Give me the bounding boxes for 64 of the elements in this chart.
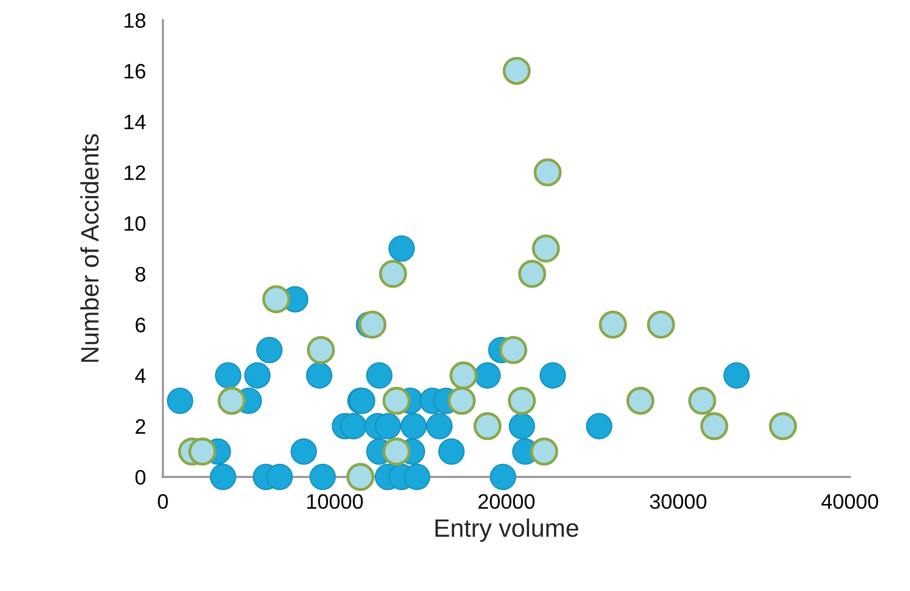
point xyxy=(540,362,566,389)
y-tick-label: 4 xyxy=(135,368,146,383)
y-tick-label: 8 xyxy=(136,266,146,282)
point xyxy=(532,234,560,263)
x-tick-label: 0 xyxy=(158,494,168,509)
point xyxy=(474,412,502,440)
x-tick-label: 30000 xyxy=(650,494,706,509)
point xyxy=(346,462,374,491)
y-tick-label: 12 xyxy=(124,165,146,180)
y-tick-label: 2 xyxy=(136,419,146,434)
point xyxy=(374,413,402,440)
point xyxy=(490,464,516,490)
point xyxy=(502,56,531,85)
point xyxy=(366,362,392,389)
point xyxy=(214,362,242,389)
point xyxy=(262,285,290,314)
point xyxy=(768,412,797,440)
point xyxy=(598,310,627,339)
point xyxy=(499,336,528,364)
point xyxy=(700,412,728,440)
y-tick-label: 14 xyxy=(124,114,146,130)
point xyxy=(290,438,317,465)
point xyxy=(166,388,194,414)
point xyxy=(266,464,293,490)
y-tick-label: 18 xyxy=(124,13,146,28)
point xyxy=(382,386,410,415)
point xyxy=(586,413,612,440)
point xyxy=(626,386,654,415)
point xyxy=(340,413,367,440)
point xyxy=(508,413,536,440)
point xyxy=(404,464,430,490)
point xyxy=(306,336,335,364)
point xyxy=(382,438,410,466)
point xyxy=(508,386,536,415)
point xyxy=(448,386,476,415)
x-tick-label: 10000 xyxy=(307,494,363,509)
point xyxy=(218,386,246,415)
point xyxy=(646,310,676,339)
point xyxy=(474,362,501,389)
point xyxy=(188,438,216,466)
x-tick-label: 40000 xyxy=(821,494,878,509)
x-axis-title: Entry volume xyxy=(436,518,578,542)
y-tick-label: 16 xyxy=(124,64,146,79)
point xyxy=(449,361,478,390)
point xyxy=(379,260,408,288)
y-tick-label: 10 xyxy=(124,216,146,231)
point xyxy=(256,336,283,364)
point xyxy=(518,260,546,288)
x-tick-label: 20000 xyxy=(478,494,535,509)
point xyxy=(400,413,427,440)
point xyxy=(309,464,336,490)
y-tick-label: 6 xyxy=(136,318,146,332)
y-tick-label: 0 xyxy=(135,470,146,485)
y-axis-title: Number of Accidents xyxy=(80,134,99,362)
point xyxy=(244,362,271,389)
point xyxy=(438,438,465,465)
point xyxy=(534,158,562,186)
point xyxy=(530,438,558,466)
point xyxy=(210,464,236,490)
point xyxy=(388,235,415,262)
point xyxy=(688,386,716,415)
point xyxy=(723,362,750,389)
point xyxy=(306,362,332,389)
point xyxy=(426,413,453,440)
